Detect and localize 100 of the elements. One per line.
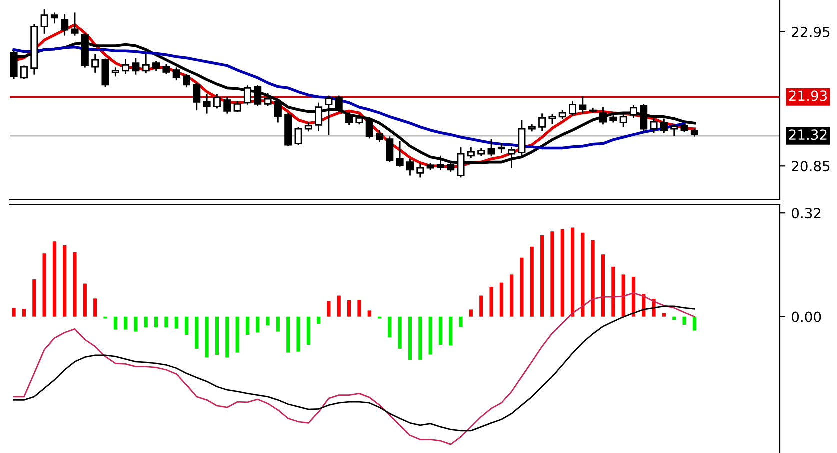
bar xyxy=(286,316,290,353)
bar xyxy=(246,316,250,335)
candlestick xyxy=(670,124,678,136)
candlestick xyxy=(366,118,374,139)
bar xyxy=(195,316,199,349)
ref-line-label: 21.32 xyxy=(789,130,827,140)
bar xyxy=(358,300,362,317)
bar xyxy=(459,316,463,328)
candlestick xyxy=(538,114,546,132)
bar xyxy=(550,232,554,317)
candlestick xyxy=(274,100,282,123)
bar xyxy=(306,316,310,346)
bar xyxy=(256,316,260,333)
candlestick xyxy=(325,96,333,136)
bar xyxy=(164,316,168,328)
bar xyxy=(672,316,676,320)
candlestick xyxy=(92,54,100,73)
bar xyxy=(296,316,300,352)
candlestick xyxy=(183,74,190,88)
bar xyxy=(327,301,331,317)
candlestick xyxy=(630,105,638,118)
bar xyxy=(236,316,240,353)
bar xyxy=(591,240,595,317)
candlestick xyxy=(20,66,28,80)
bar xyxy=(348,300,352,317)
bar xyxy=(52,242,56,317)
y-tick-label: 0.32 xyxy=(792,208,821,219)
bar xyxy=(174,316,178,329)
y-tick-label: 22.95 xyxy=(792,26,830,38)
bar xyxy=(368,310,372,317)
candlestick xyxy=(518,120,526,156)
bar xyxy=(134,316,138,332)
candlestick xyxy=(40,10,48,34)
candlestick xyxy=(660,118,668,133)
candlestick xyxy=(234,102,242,113)
bar xyxy=(266,316,270,326)
candlestick xyxy=(467,148,475,159)
candlestick xyxy=(406,159,414,176)
bar xyxy=(205,316,209,358)
bar xyxy=(144,316,148,328)
candlestick xyxy=(244,86,252,105)
bar xyxy=(22,309,26,317)
candlestick xyxy=(193,83,201,111)
candlestick xyxy=(376,130,384,143)
bar xyxy=(388,316,392,338)
candlestick xyxy=(488,139,496,157)
bar xyxy=(570,228,575,317)
bar xyxy=(490,287,494,317)
candlestick xyxy=(71,12,79,36)
bar xyxy=(184,316,189,335)
bar xyxy=(114,316,118,330)
bar xyxy=(408,316,412,360)
candlestick xyxy=(640,104,648,132)
candlestick xyxy=(142,54,150,74)
candlestick xyxy=(579,96,587,114)
candlestick xyxy=(294,127,302,146)
candlestick xyxy=(650,118,658,133)
line-series xyxy=(12,46,686,150)
bar xyxy=(500,282,504,317)
bar xyxy=(682,316,686,325)
candlestick xyxy=(132,58,140,75)
bar xyxy=(428,316,432,355)
bar xyxy=(276,316,280,332)
line-series xyxy=(13,292,696,446)
candlestick xyxy=(254,86,262,106)
candlestick xyxy=(61,14,69,36)
candlestick xyxy=(600,107,607,125)
candlestick xyxy=(315,102,323,132)
candlestick xyxy=(498,143,506,154)
line-series xyxy=(13,306,696,432)
bar xyxy=(540,235,544,317)
candlestick xyxy=(264,93,272,106)
bar xyxy=(42,254,46,317)
bar xyxy=(215,316,220,356)
candlestick xyxy=(213,94,221,109)
bar xyxy=(612,266,616,317)
bar xyxy=(226,316,230,358)
bar xyxy=(692,316,696,331)
bar xyxy=(560,229,564,317)
bar xyxy=(337,296,341,317)
bar xyxy=(520,258,524,317)
bar xyxy=(317,316,321,324)
bar xyxy=(83,284,87,317)
bar xyxy=(94,298,98,317)
bar xyxy=(418,316,422,360)
bar xyxy=(622,274,626,317)
bar xyxy=(469,310,473,317)
bar xyxy=(581,232,585,317)
bar xyxy=(449,316,453,346)
bar xyxy=(662,313,666,317)
y-tick-label: 20.85 xyxy=(792,161,830,172)
bar xyxy=(124,316,128,330)
candlestick xyxy=(386,136,394,162)
bar xyxy=(154,316,158,328)
candlestick xyxy=(224,97,232,114)
bar xyxy=(480,296,484,317)
candlestick xyxy=(203,94,211,114)
candlestick xyxy=(172,68,180,81)
candlestick xyxy=(416,164,424,178)
candlestick xyxy=(335,96,343,112)
